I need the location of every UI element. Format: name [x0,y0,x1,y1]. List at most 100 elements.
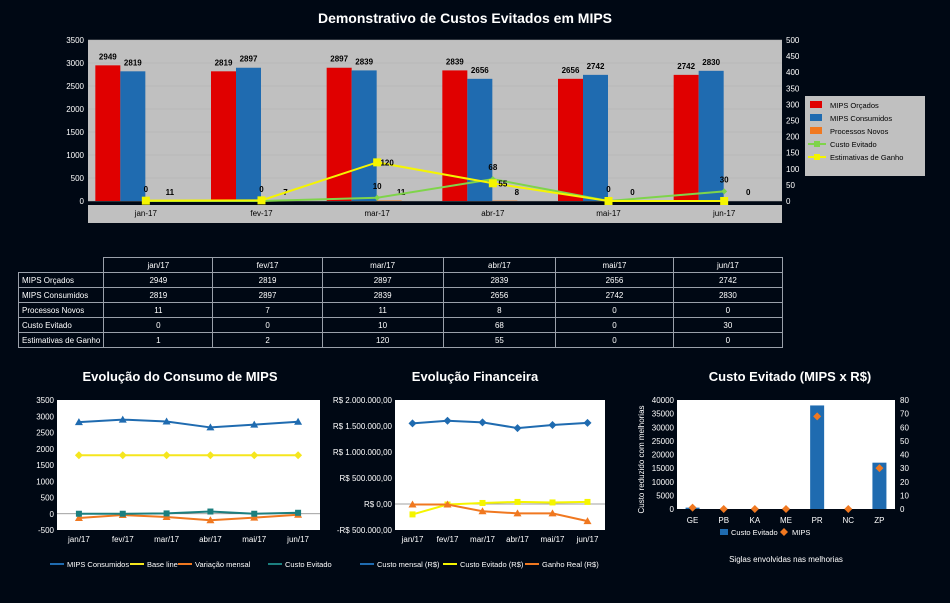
y2-tick-label: 80 [900,396,909,405]
bar-mips-orcados [442,70,468,201]
legend-label: Processos Novos [830,127,889,136]
plot-area [57,400,320,530]
point-estimativas [488,179,497,188]
y-tick-label: 2000 [36,445,54,454]
line-base-line-point [118,451,127,460]
legend-label: Custo Evitado [285,560,332,569]
x-tick-label: abr/17 [506,535,529,544]
x-tick-label: jun/17 [286,535,309,544]
table-column-header: jan/17 [103,257,214,273]
legend-label: MIPS Orçados [830,101,879,110]
point-estimativas [720,197,729,205]
data-label: 120 [380,158,394,167]
x-tick-label: mai-17 [596,209,621,218]
line-base-line-point [206,451,215,460]
line-estimativas-ganho [145,161,725,202]
y-tick-label: 25000 [652,437,675,446]
table-column-header: mar/17 [321,257,444,273]
chart2-title: Evolução do Consumo de MIPS [82,369,278,384]
data-label: 2839 [355,57,373,66]
point-mips [782,505,790,513]
table-cell: 2949 [103,272,214,288]
point-mips [813,412,822,421]
bar-mips-orcados [326,67,352,201]
legend-marker [814,154,820,160]
y2-tick-label: 150 [786,149,800,158]
line-mips-consumidos-point [162,417,171,425]
x-tick-label: PB [718,516,729,525]
bar-mips-consumidos [583,74,608,201]
x-tick-label: jun-17 [712,209,736,218]
data-label: 2897 [240,55,258,64]
y-tick-label: 15000 [652,464,675,473]
y-tick-label: 3000 [36,412,54,421]
y-tick-label: 3500 [66,36,84,45]
y2-tick-label: 250 [786,117,800,126]
table-column-header: abr/17 [442,257,557,273]
data-label: 0 [259,185,264,194]
x-tick-label: jan/17 [67,535,90,544]
bar-mips-orcados [673,74,699,201]
data-label: 2656 [562,66,580,75]
x-tick-label: jan/17 [401,535,424,544]
table-cell: 7 [212,302,323,318]
table-row: Custo Evitado 0 0 10 68 0 30 [17,317,784,333]
table-cell: 0 [672,302,784,318]
legend-marker [814,141,820,147]
table-cell: 68 [442,317,557,333]
x-tick-label: ME [780,516,792,525]
data-label: 55 [498,179,507,188]
y2-tick-label: 350 [786,84,800,93]
chart3-title: Evolução Financeira [411,369,539,384]
bar-mips-consumidos [698,70,724,201]
y2-tick-label: 20 [900,478,909,487]
y2-tick-label: 200 [786,133,800,142]
legend-swatch [720,529,728,535]
x-tick-label: abr-17 [481,209,505,218]
y-tick-label: R$ 500.000,00 [340,474,393,483]
x-axis-label: Siglas envolvidas nas melhorias [729,555,843,564]
table-cell: 11 [321,302,444,318]
table-cell: 2656 [555,272,674,288]
line-ganho-real-point [513,509,522,517]
point-mips [750,505,759,513]
y-tick-label: 30000 [652,423,675,432]
line-custo-evitado-point [251,510,258,517]
y-tick-label: 35000 [652,410,675,419]
y2-tick-label: 50 [786,181,795,190]
data-label: 0 [746,188,751,197]
y-tick-label: R$ 1.500.000,00 [333,422,393,431]
line-custo-evitado-rs [412,500,588,516]
line-variacao-mensal-point [162,513,171,520]
line-custo-mensal [412,419,588,430]
y2-tick-label: 100 [786,165,800,174]
legend-label: MIPS [792,528,810,537]
y-tick-label: 2500 [66,82,84,91]
table-header-row: jan/17 fev/17 mar/17 abr/17 mai/17 jun/17 [18,257,784,273]
line-custo-evitado-rs-point [549,499,556,506]
line-custo-evitado-point [207,508,214,515]
x-tick-label: mar/17 [154,535,179,544]
table-row: Estimativas de Ganho 1 2 120 55 0 0 [17,332,784,348]
table-cell: 8 [442,302,557,318]
legend-label: MIPS Consumidos [830,114,892,123]
y-tick-label: 2500 [36,429,54,438]
legend-label: MIPS Consumidos [67,560,129,569]
data-label: 2839 [446,57,464,66]
bar-mips-consumidos [351,70,377,201]
y-tick-label: 0 [670,505,675,514]
y2-tick-label: 60 [900,423,909,432]
line-custo-evitado-point [163,510,170,517]
bar-mips-consumidos [120,71,146,201]
x-tick-label: PR [812,516,823,525]
x-tick-label: abr/17 [199,535,222,544]
main-combo-chart: 0500100015002000250030003500050100150200… [66,36,925,223]
point-estimativas [604,197,613,205]
line-ganho-real-point [478,507,487,515]
x-tick-label: KA [750,516,761,525]
legend-swatch [780,528,788,536]
legend-swatch [810,114,822,121]
point-mips [844,505,853,513]
point-estimativas [257,196,266,205]
y2-tick-label: 70 [900,410,909,419]
